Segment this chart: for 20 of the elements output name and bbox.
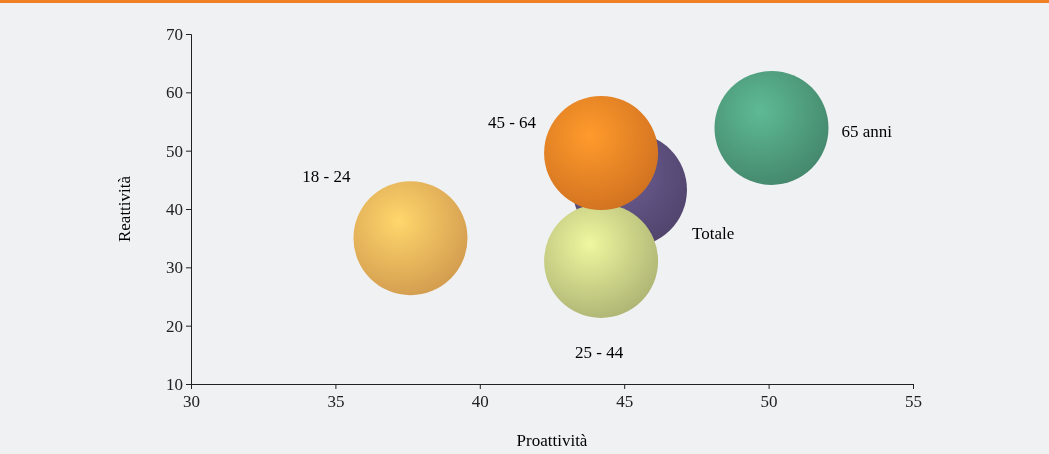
x-tick-label: 40	[471, 392, 489, 412]
x-tick-label: 30	[183, 392, 200, 412]
x-tick-label: 50	[760, 392, 778, 412]
series-label: 65 anni	[841, 121, 893, 141]
y-tick-label: 40	[166, 199, 183, 219]
x-tick-label: 55	[905, 392, 922, 412]
x-tick-label: 35	[327, 392, 345, 412]
y-tick-label: 50	[166, 141, 183, 161]
y-tick-label: 10	[166, 374, 183, 394]
series-label: 25 - 44	[575, 342, 624, 362]
x-tick-label: 45	[616, 392, 634, 412]
series-label: 45 - 64	[487, 112, 537, 132]
y-tick-label: 30	[166, 258, 183, 278]
y-axis-title: Reattività	[115, 175, 134, 243]
series-label: Totale	[691, 223, 735, 243]
x-axis-title: Proattività	[516, 431, 588, 450]
y-tick-label: 70	[166, 24, 183, 44]
y-tick-label: 20	[166, 316, 183, 336]
y-tick-label: 60	[166, 83, 183, 103]
series-label: 18 - 24	[302, 167, 351, 187]
